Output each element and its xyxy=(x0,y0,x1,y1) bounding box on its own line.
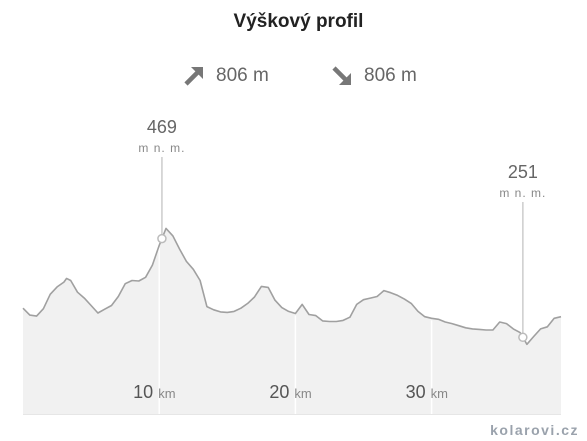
peak-marker xyxy=(518,332,528,343)
peak-marker xyxy=(157,233,167,244)
page-title: Výškový profil xyxy=(233,11,364,32)
x-tick-unit: km xyxy=(294,386,311,401)
arrow-up-right-icon xyxy=(184,67,203,86)
x-tick-label: 10 xyxy=(133,382,153,402)
descent-value: 806 m xyxy=(364,65,417,86)
peak-unit-label: m n. m. xyxy=(499,186,546,200)
peak-value-label: 469 xyxy=(147,117,177,137)
site-brand: kolarovi.cz xyxy=(490,422,579,438)
x-tick-label: 20 xyxy=(269,382,289,402)
ascent-value: 806 m xyxy=(216,65,269,86)
peak-value-label: 251 xyxy=(508,162,538,182)
x-tick-unit: km xyxy=(431,386,448,401)
arrow-down-right-icon xyxy=(332,66,351,85)
x-tick-label: 30 xyxy=(406,382,426,402)
peak-unit-label: m n. m. xyxy=(138,141,185,155)
elevation-line xyxy=(22,227,562,346)
ascent-stat: 806 m xyxy=(183,64,269,88)
descent-stat: 806 m xyxy=(331,64,417,88)
elevation-area xyxy=(23,228,561,414)
x-tick-unit: km xyxy=(158,386,175,401)
